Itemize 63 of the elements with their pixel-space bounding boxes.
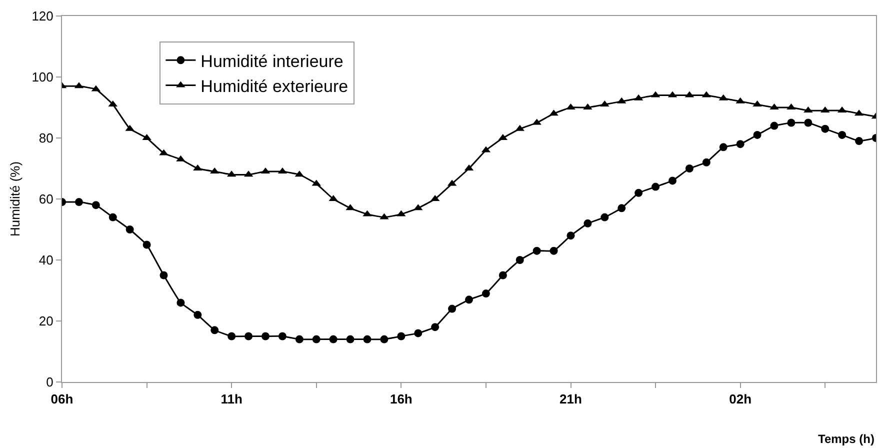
x-tick-label: 02h — [729, 392, 752, 407]
point — [160, 271, 168, 280]
point — [244, 332, 253, 340]
point — [278, 332, 286, 340]
point — [431, 323, 440, 332]
point — [92, 201, 100, 210]
legend-label: Humidité exterieure — [200, 76, 348, 96]
point — [702, 158, 710, 166]
point — [74, 198, 83, 206]
point — [465, 296, 473, 304]
point — [397, 332, 406, 340]
point — [719, 143, 728, 152]
point — [618, 204, 626, 212]
point — [753, 130, 762, 139]
point — [126, 226, 134, 234]
x-axis-title: Temps (h) — [818, 432, 874, 446]
point — [685, 164, 694, 172]
y-tick-label: 0 — [46, 374, 54, 390]
point — [363, 335, 372, 344]
x-tick-label: 16h — [390, 392, 412, 407]
point — [532, 246, 541, 255]
point — [329, 335, 338, 344]
x-tick-label: 06h — [50, 392, 74, 407]
point — [668, 176, 676, 185]
x-tick-label: 11h — [220, 392, 242, 407]
point — [566, 232, 575, 240]
y-tick-label: 40 — [38, 252, 54, 268]
point — [176, 298, 185, 307]
point — [516, 256, 524, 264]
y-tick-label: 60 — [38, 192, 54, 207]
point — [194, 310, 202, 319]
point — [448, 304, 456, 313]
point — [228, 332, 236, 340]
point — [821, 124, 830, 133]
point — [262, 332, 270, 340]
legend-label: Humidité interieure — [200, 52, 344, 71]
point — [498, 271, 507, 280]
point — [855, 137, 864, 146]
point — [108, 213, 117, 222]
point — [312, 335, 320, 344]
point — [600, 213, 609, 222]
point — [482, 290, 490, 298]
point — [210, 326, 219, 334]
point — [295, 335, 304, 344]
y-axis-title: Humidité (%) — [8, 161, 23, 237]
point — [414, 329, 422, 338]
point — [380, 335, 388, 344]
point — [346, 335, 354, 344]
point — [142, 240, 151, 249]
point — [787, 118, 796, 127]
point — [584, 219, 592, 228]
y-tick-label: 120 — [32, 8, 54, 24]
point — [770, 122, 778, 130]
point — [838, 130, 846, 139]
point — [804, 118, 812, 127]
point — [550, 246, 558, 255]
point — [736, 140, 744, 148]
y-tick-label: 100 — [32, 70, 54, 85]
point — [634, 188, 643, 197]
point — [652, 182, 660, 191]
x-tick-label: 21h — [560, 392, 582, 407]
y-tick-label: 20 — [38, 314, 54, 329]
y-tick-label: 80 — [38, 130, 54, 146]
